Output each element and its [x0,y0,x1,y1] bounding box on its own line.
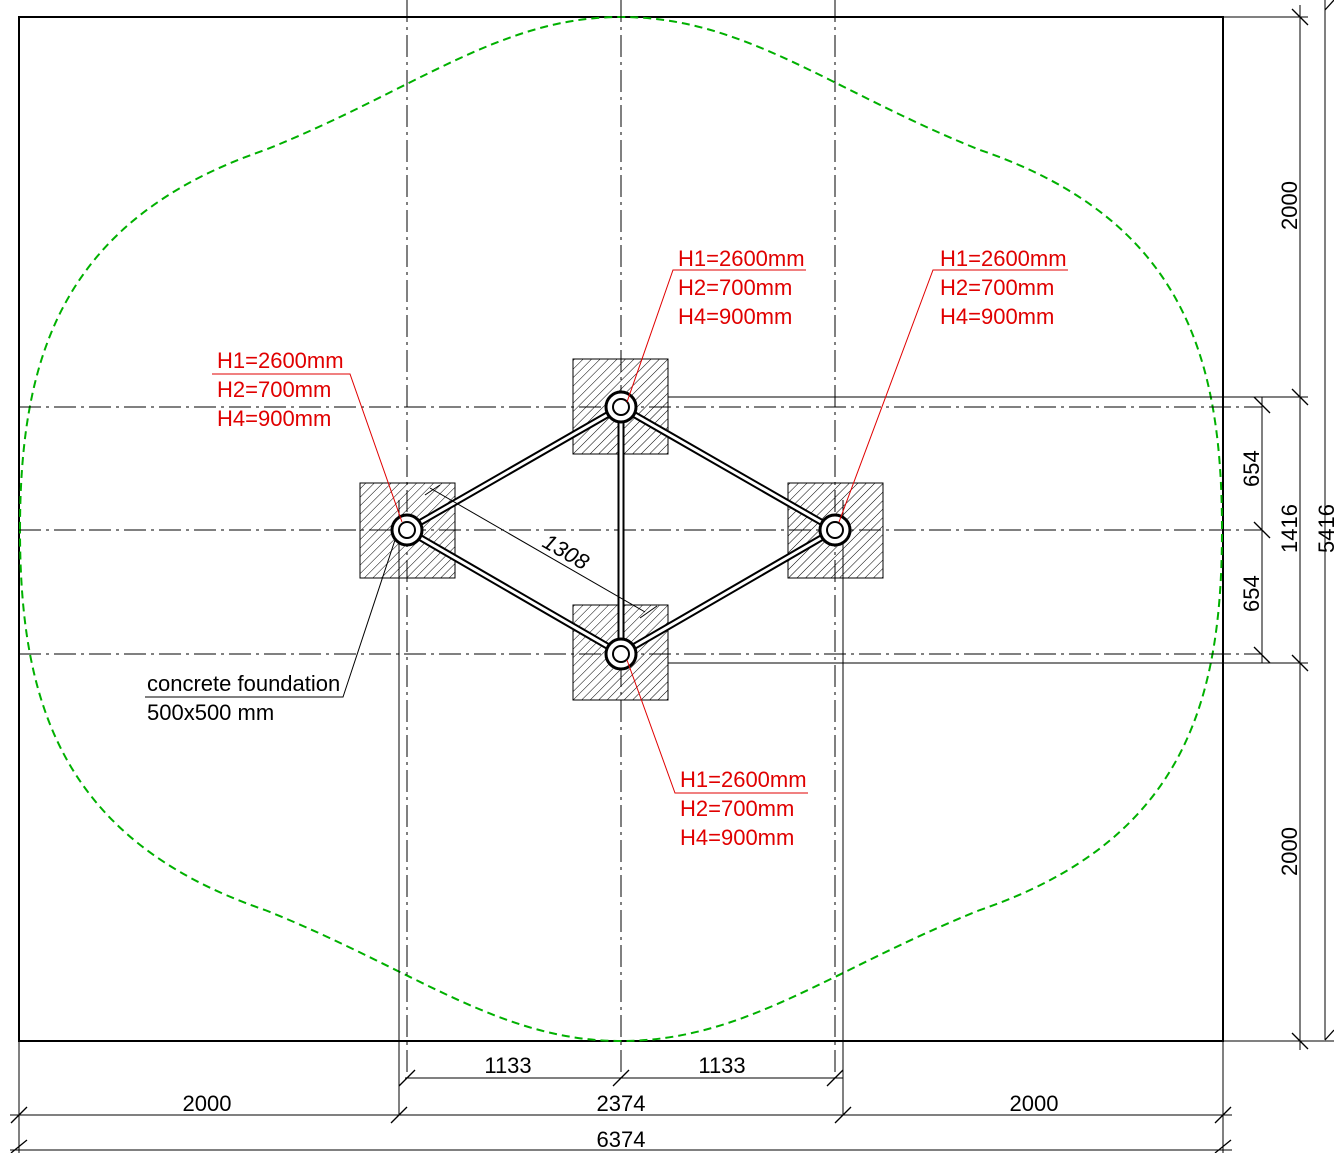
post-label-left: H1=2600mm H2=700mm H4=900mm [217,348,344,431]
post-top [604,390,638,424]
dim-center-span: 1416 [1277,504,1302,553]
post-left [390,513,424,547]
dim-inner-left: 1133 [484,1053,531,1078]
label-h4: H4=900mm [680,825,794,850]
label-h2: H2=700mm [940,275,1054,300]
label-h2: H2=700mm [678,275,792,300]
post-bottom [604,637,638,671]
label-h1: H1=2600mm [678,246,805,271]
dim-bottom-left: 2000 [183,1091,232,1116]
label-h1: H1=2600mm [940,246,1067,271]
dim-total-width: 6374 [597,1127,646,1152]
dim-bottom-half: 2000 [1277,827,1302,876]
foundation-note-line2: 500x500 mm [147,700,274,725]
foundation-note-line1: concrete foundation [147,671,340,696]
dim-total-height: 5416 [1314,504,1334,553]
post-label-leaders [212,269,1068,794]
label-h2: H2=700mm [217,377,331,402]
label-h1: H1=2600mm [680,767,807,792]
right-dimensions: 2000 2000 654 654 1416 5416 [1223,0,1334,1050]
dim-bottom-center: 2374 [597,1091,646,1116]
label-h1: H1=2600mm [217,348,344,373]
post-label-right: H1=2600mm H2=700mm H4=900mm [940,246,1067,329]
dim-inner-right: 1133 [698,1053,745,1078]
posts [390,390,852,671]
dim-bottom-right: 2000 [1010,1091,1059,1116]
dim-top-half: 2000 [1277,181,1302,230]
label-h4: H4=900mm [217,406,331,431]
label-h2: H2=700mm [680,796,794,821]
foundation-note-leader [145,539,396,698]
climbing-frame [403,403,839,658]
bottom-dimensions: 1133 1133 2000 2374 2000 6374 [10,1041,1232,1153]
label-h4: H4=900mm [940,304,1054,329]
diagonal-dimension-label: 1308 [539,529,595,576]
post-label-top: H1=2600mm H2=700mm H4=900mm [678,246,805,329]
axis-lines [19,0,1308,1115]
post-label-bottom: H1=2600mm H2=700mm H4=900mm [680,767,807,850]
dim-lower-offset: 654 [1239,575,1264,612]
label-h4: H4=900mm [678,304,792,329]
dim-upper-offset: 654 [1239,450,1264,487]
safety-zone-outline [18,15,1224,1043]
post-right [818,513,852,547]
